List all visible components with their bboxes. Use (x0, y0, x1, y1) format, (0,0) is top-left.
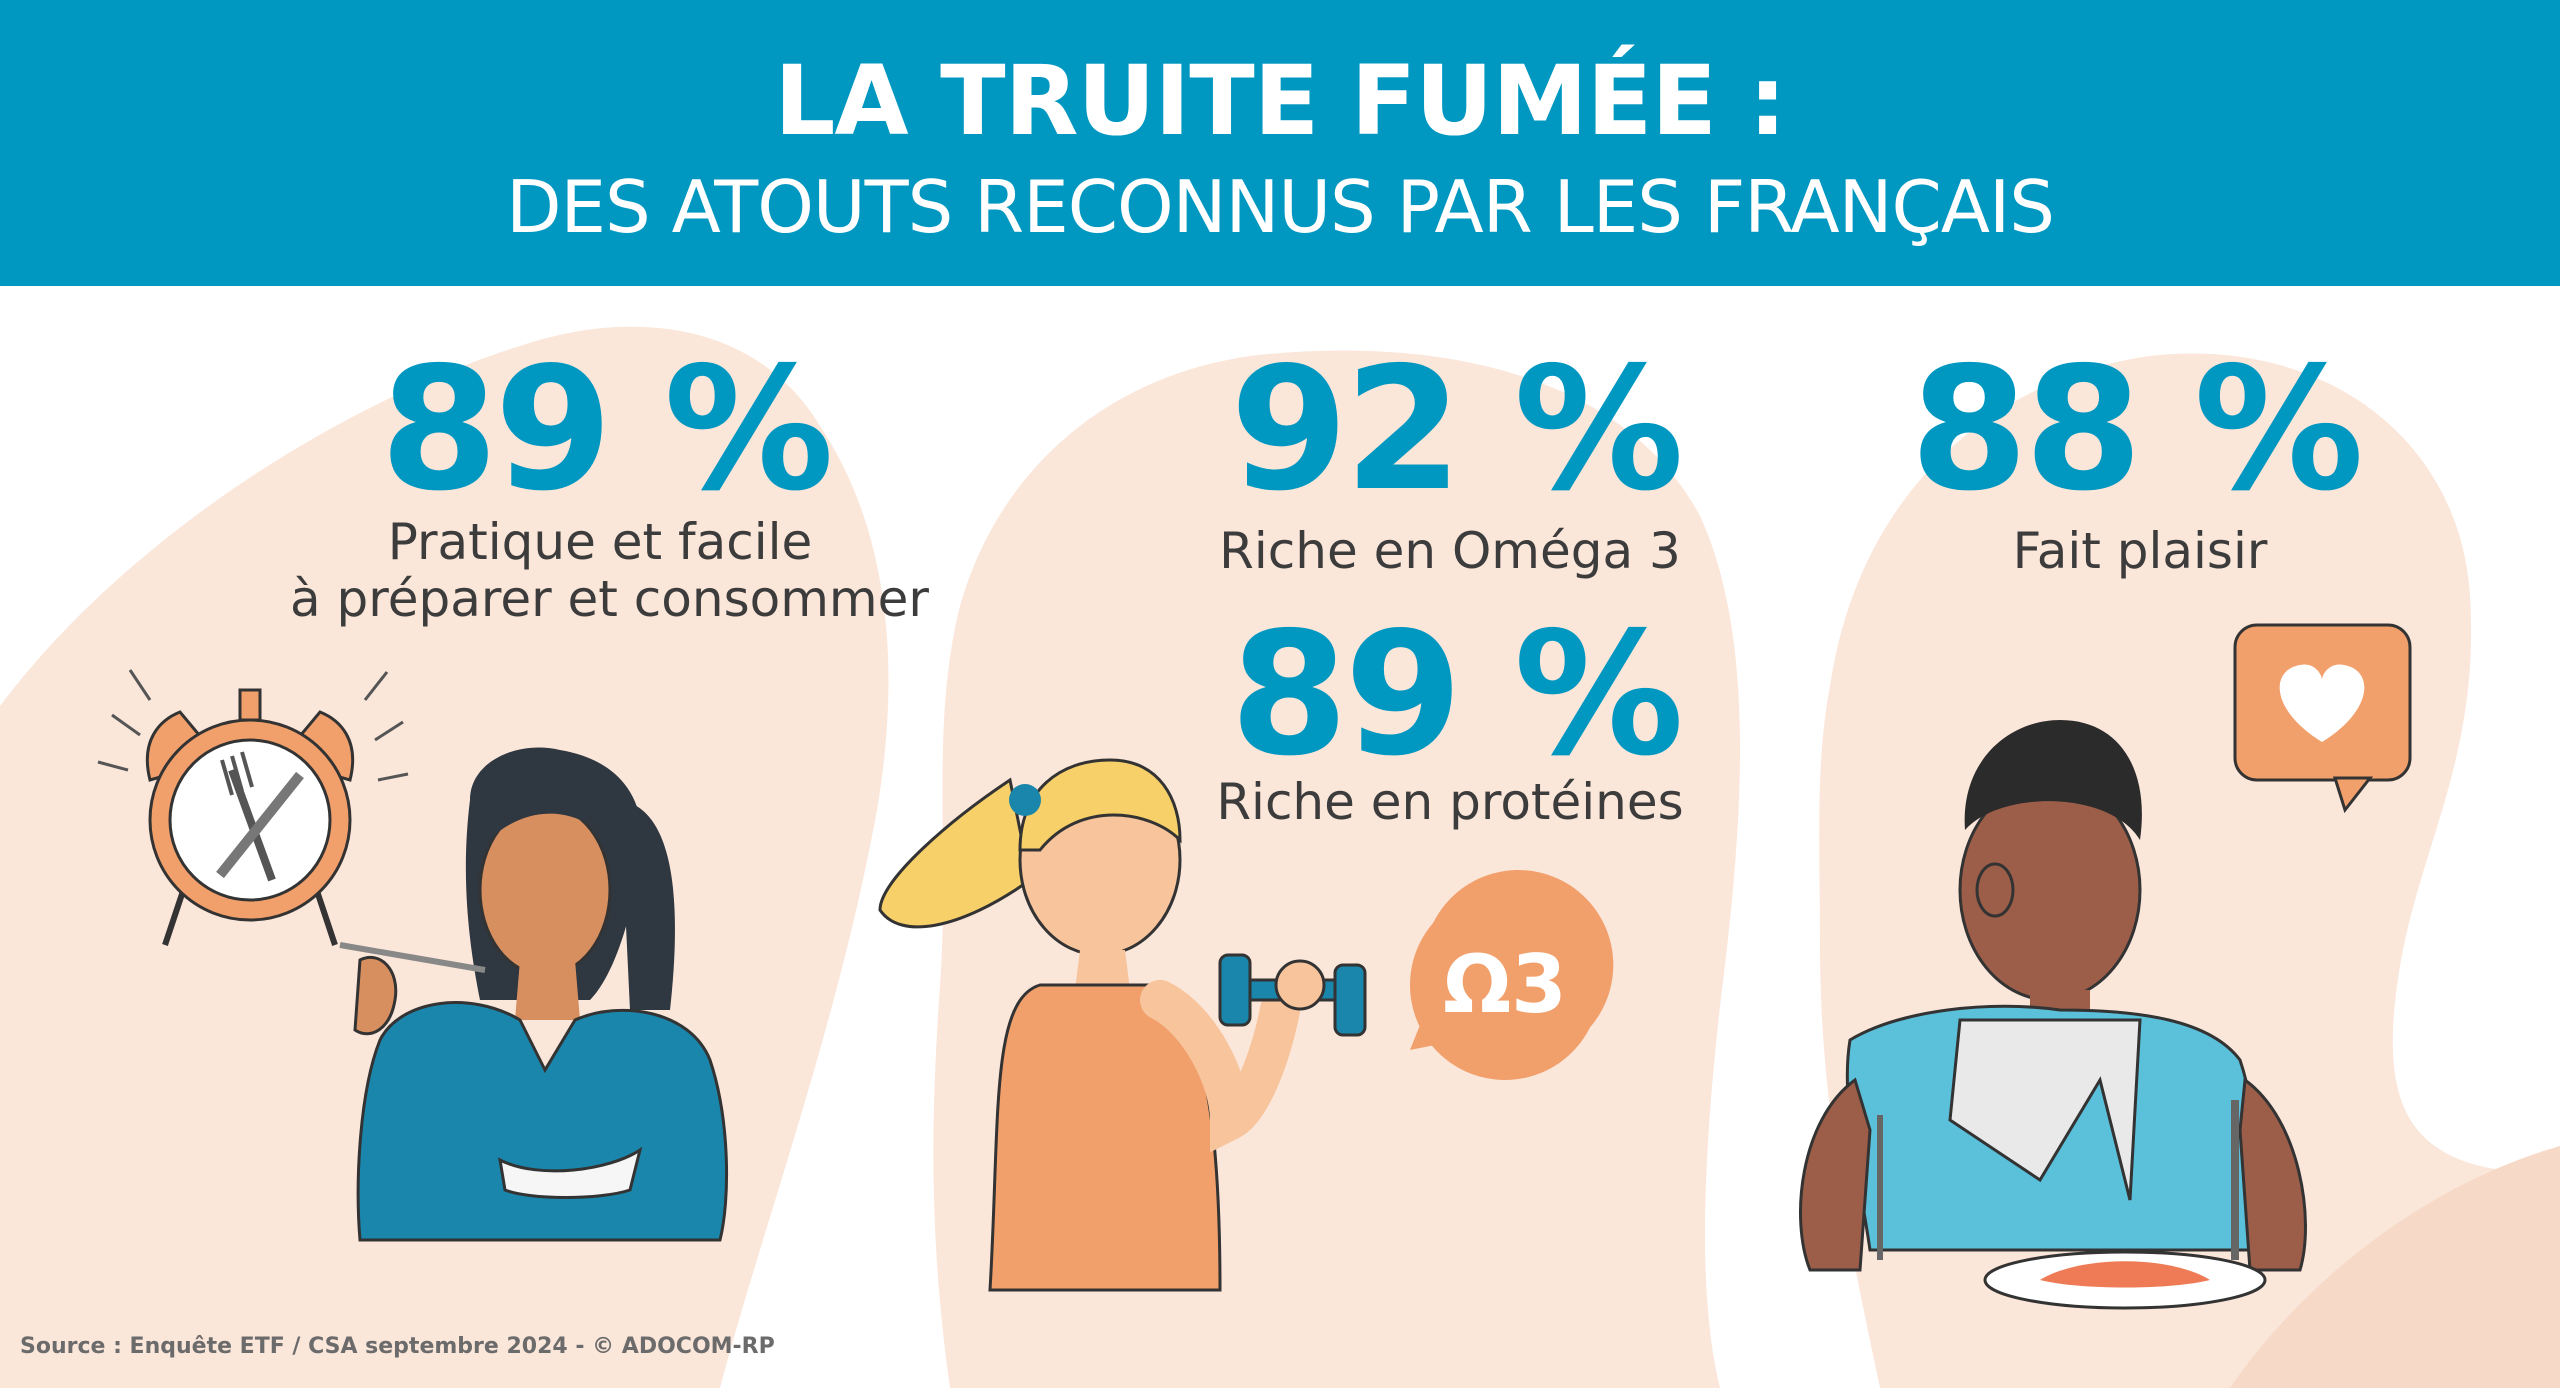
omega3-speech-bubble-icon (1410, 870, 1614, 1080)
page-title: LA TRUITE FUMÉE : (774, 45, 1786, 157)
stat-value-proteins: 89 % (1230, 596, 1684, 794)
stat-value-pleasure: 88 % (1910, 331, 2364, 529)
source-credit: Source : Enquête ETF / CSA septembre 202… (20, 1334, 775, 1359)
woman-dumbbell-illustration (878, 758, 1367, 1292)
man-eating-illustration (1799, 720, 2307, 1310)
header-banner: LA TRUITE FUMÉE : DES ATOUTS RECONNUS PA… (0, 0, 2560, 286)
page-subtitle: DES ATOUTS RECONNUS PAR LES FRANÇAIS (506, 165, 2055, 249)
stat-value-omega3: 92 % (1230, 331, 1684, 529)
stat-label-proteins: Riche en protéines (1216, 773, 1684, 831)
knife-icon (216, 771, 304, 879)
stat-value-practical: 89 % (380, 331, 834, 529)
stat-label-pleasure: Fait plaisir (2012, 522, 2268, 580)
stat-label-omega3: Riche en Oméga 3 (1219, 522, 1681, 580)
omega3-badge-text: Ω3 (1443, 938, 1567, 1031)
stat-label-practical-line1: Pratique et facile (387, 513, 813, 571)
woman-eating-illustration (339, 747, 729, 1242)
speech-bubble-icon (2233, 623, 2412, 814)
stat-label-practical-line2: à préparer et consommer (290, 570, 929, 628)
fork-icon (220, 751, 276, 882)
alarm-clock-icon (97, 669, 409, 946)
heart-icon (2279, 664, 2365, 742)
blob-bottom-right (2230, 1146, 2560, 1388)
